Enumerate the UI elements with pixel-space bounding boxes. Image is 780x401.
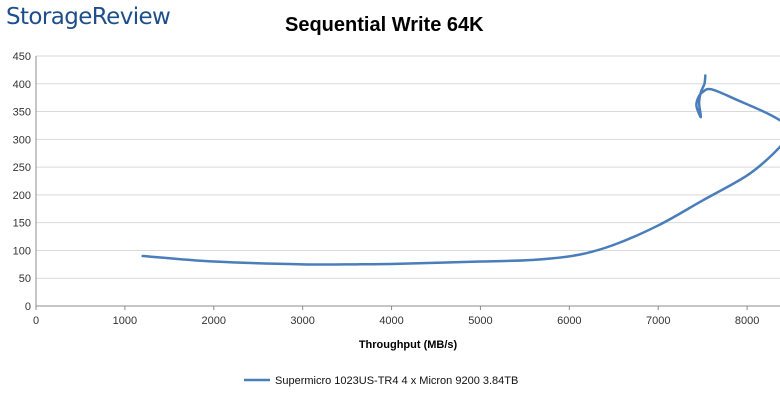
y-tick-labels: 0 50 100 150 200 250 300 350 400 450 [13,51,31,313]
series-lines [141,74,780,266]
x-tick-label: 2000 [202,315,226,327]
x-axis-label: Throughput (MB/s) [359,339,458,351]
legend-label: Supermicro 1023US-TR4 4 x Micron 9200 3.… [275,375,518,387]
y-tick-label: 300 [13,134,31,146]
x-tick-label: 7000 [646,315,670,327]
x-tick-label: 0 [33,315,39,327]
series-line [141,74,780,266]
y-tick-label: 350 [13,107,31,119]
grid-lines [36,55,780,279]
y-tick-label: 450 [13,51,31,63]
x-tick-label: 5000 [468,315,492,327]
y-tick-label: 150 [13,218,31,230]
axes [35,56,780,310]
y-tick-label: 50 [19,273,31,285]
storagereview-logo: StorageReview [6,4,171,30]
y-tick-label: 400 [13,79,31,91]
y-tick-label: 100 [13,245,31,257]
x-tick-label: 3000 [290,315,314,327]
y-tick-label: 250 [13,162,31,174]
x-tick-label: 4000 [379,315,403,327]
chart-title: Sequential Write 64K [285,14,484,36]
x-tick-label: 8000 [735,315,759,327]
y-tick-label: 0 [25,301,31,313]
x-tick-labels: 0100020003000400050006000700080009000 [33,315,759,327]
x-tick-label: 6000 [557,315,581,327]
x-tick-label: 1000 [113,315,137,327]
legend: Supermicro 1023US-TR4 4 x Micron 9200 3.… [244,375,518,387]
y-tick-label: 200 [13,190,31,202]
